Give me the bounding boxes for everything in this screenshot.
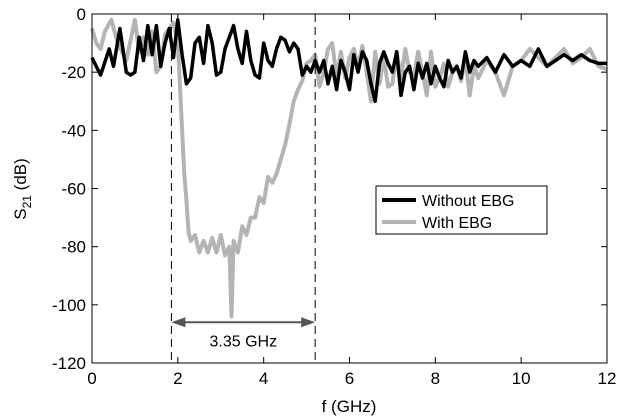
x-tick-label: 12 (598, 369, 617, 388)
y-tick-label: -20 (61, 63, 86, 82)
y-tick-label: -40 (61, 121, 86, 140)
x-tick-label: 2 (173, 369, 182, 388)
legend-box (375, 185, 548, 235)
tick-layer: 0 2 4 6 8 10 12 0 -20 -40 -60 -80 -100 -120 (52, 5, 616, 388)
x-tick-label: 0 (87, 369, 96, 388)
bandwidth-arrowhead-left (171, 317, 186, 328)
y-tick-label: -60 (61, 180, 86, 199)
y-tick-label: -120 (52, 354, 86, 373)
x-axis-label: f (GHz) (322, 397, 377, 416)
y-tick-label: -100 (52, 296, 86, 315)
y-axis-label: S21 (dB) (11, 158, 34, 220)
bandwidth-arrowhead-right (301, 317, 316, 328)
y-tick-label: 0 (77, 5, 86, 24)
bandwidth-label: 3.35 GHz (209, 333, 277, 350)
x-tick-label: 6 (345, 369, 354, 388)
annotation-layer: 3.35 GHz (170, 14, 316, 363)
x-tick-label: 4 (259, 369, 268, 388)
x-tick-label: 8 (431, 369, 440, 388)
legend-label-without-ebg: Without EBG (422, 193, 514, 210)
legend: Without EBG With EBG (375, 185, 548, 235)
x-tick-label: 10 (512, 369, 531, 388)
y-tick-label: -80 (61, 238, 86, 257)
legend-label-with-ebg: With EBG (422, 215, 492, 232)
